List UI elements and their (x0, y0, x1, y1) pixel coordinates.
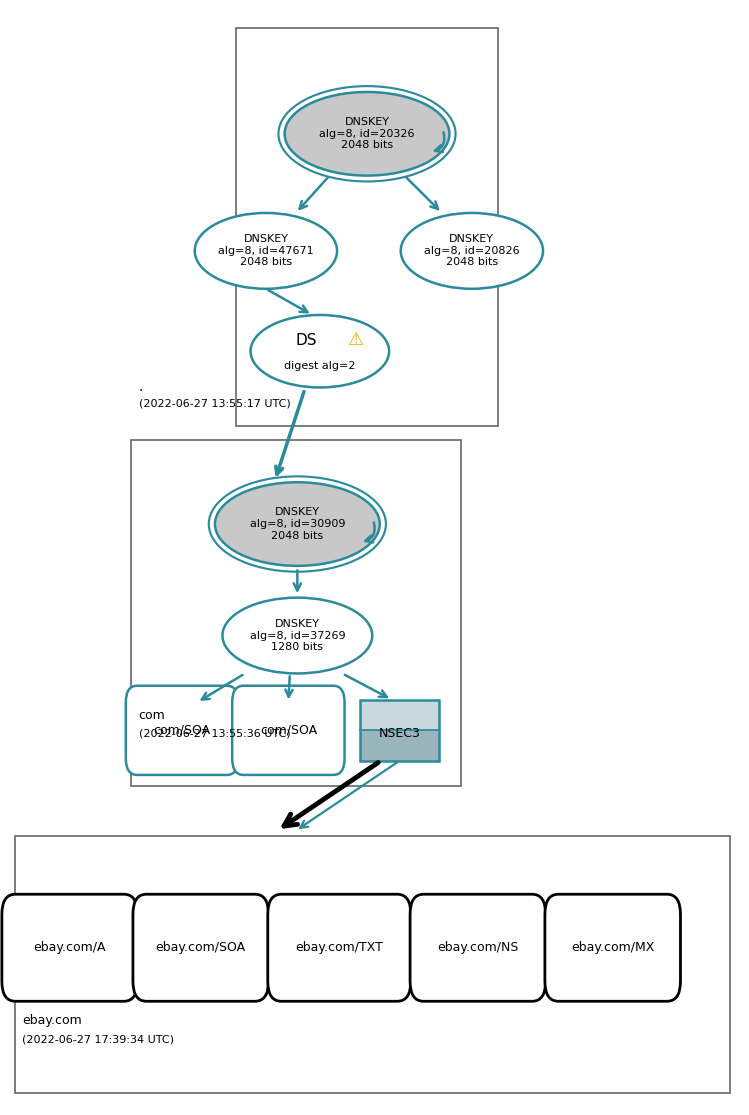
Text: ebay.com/TXT: ebay.com/TXT (295, 941, 383, 954)
FancyBboxPatch shape (360, 700, 439, 730)
Text: ebay.com/A: ebay.com/A (34, 941, 106, 954)
Text: ebay.com/MX: ebay.com/MX (571, 941, 655, 954)
Text: digest alg=2: digest alg=2 (284, 361, 356, 370)
Text: (2022-06-27 13:55:17 UTC): (2022-06-27 13:55:17 UTC) (139, 399, 291, 408)
Ellipse shape (285, 91, 449, 175)
FancyBboxPatch shape (268, 894, 410, 1001)
Ellipse shape (195, 213, 337, 289)
Text: (2022-06-27 17:39:34 UTC): (2022-06-27 17:39:34 UTC) (22, 1035, 175, 1044)
FancyBboxPatch shape (236, 28, 498, 426)
FancyBboxPatch shape (410, 894, 545, 1001)
FancyBboxPatch shape (133, 894, 268, 1001)
Text: DNSKEY
alg=8, id=20826
2048 bits: DNSKEY alg=8, id=20826 2048 bits (424, 234, 520, 268)
FancyBboxPatch shape (545, 894, 680, 1001)
FancyBboxPatch shape (360, 730, 439, 762)
FancyBboxPatch shape (131, 440, 461, 786)
Text: (2022-06-27 13:55:36 UTC): (2022-06-27 13:55:36 UTC) (139, 729, 290, 738)
Text: ebay.com/SOA: ebay.com/SOA (156, 941, 246, 954)
Text: ebay.com/NS: ebay.com/NS (437, 941, 518, 954)
Ellipse shape (401, 213, 543, 289)
Text: DNSKEY
alg=8, id=47671
2048 bits: DNSKEY alg=8, id=47671 2048 bits (218, 234, 314, 268)
Text: DNSKEY
alg=8, id=37269
1280 bits: DNSKEY alg=8, id=37269 1280 bits (249, 619, 345, 652)
Text: DS: DS (296, 332, 317, 348)
Text: NSEC3: NSEC3 (378, 727, 420, 740)
Text: ⚠: ⚠ (347, 331, 363, 349)
Text: DNSKEY
alg=8, id=30909
2048 bits: DNSKEY alg=8, id=30909 2048 bits (249, 507, 345, 541)
FancyBboxPatch shape (126, 686, 238, 775)
FancyBboxPatch shape (2, 894, 137, 1001)
FancyBboxPatch shape (15, 836, 730, 1093)
Text: ebay.com: ebay.com (22, 1014, 82, 1027)
Ellipse shape (222, 598, 372, 673)
Text: DNSKEY
alg=8, id=20326
2048 bits: DNSKEY alg=8, id=20326 2048 bits (319, 117, 415, 151)
Ellipse shape (250, 314, 389, 387)
Text: com/SOA: com/SOA (154, 724, 210, 737)
Text: com: com (139, 709, 166, 723)
FancyBboxPatch shape (232, 686, 345, 775)
Ellipse shape (215, 482, 380, 565)
Text: .: . (139, 380, 143, 394)
Text: com/SOA: com/SOA (260, 724, 317, 737)
